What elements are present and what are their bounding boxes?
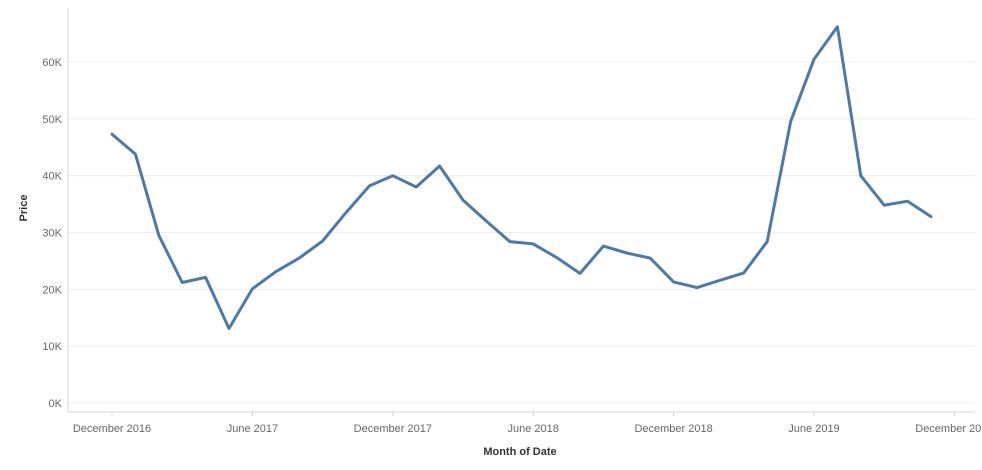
y-tick-label: 0K <box>49 398 63 410</box>
x-tick-label: June 2018 <box>508 423 559 435</box>
x-tick-label: June 2019 <box>788 423 839 435</box>
x-axis-ticks: December 2016 June 2017 December 2017 June … <box>73 412 982 435</box>
x-tick-label: June 2017 <box>227 423 278 435</box>
y-axis-title: Price <box>18 195 30 222</box>
series-layer <box>110 25 933 330</box>
axes <box>67 8 975 413</box>
x-tick-label: December 2016 <box>73 423 151 435</box>
y-tick-label: 60K <box>42 57 62 69</box>
x-axis-title: Month of Date <box>483 446 556 458</box>
y-axis-ticks: 0K 10K 20K 30K 40K 50K 60K <box>42 57 62 410</box>
y-tick-label: 10K <box>42 341 62 353</box>
y-tick-label: 30K <box>42 228 62 240</box>
x-tick-label: December 2017 <box>354 423 432 435</box>
y-tick-label: 50K <box>42 114 62 126</box>
gridlines <box>68 61 975 404</box>
x-tick-label: December 2019 <box>915 423 982 435</box>
y-tick-label: 40K <box>42 171 62 183</box>
y-tick-label: 20K <box>42 284 62 296</box>
price-series-line <box>110 25 933 330</box>
x-tick-label: December 2018 <box>634 423 712 435</box>
